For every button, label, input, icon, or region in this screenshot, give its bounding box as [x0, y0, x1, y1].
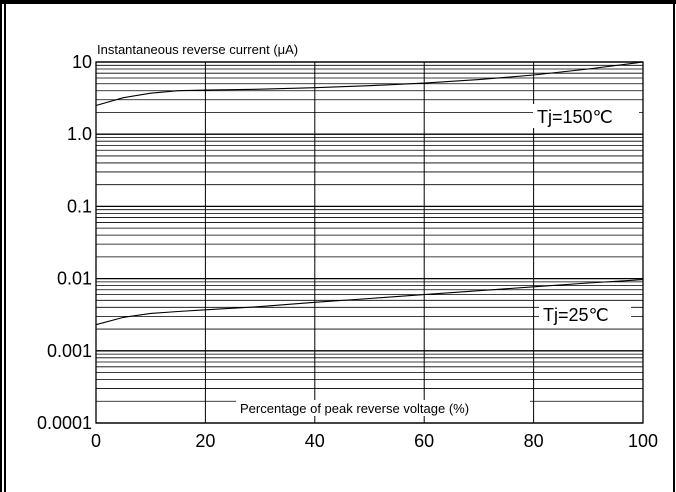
series-line-0	[95, 61, 644, 107]
y-tick-label: 10	[72, 52, 92, 72]
series-label-25-backdrop	[539, 302, 631, 326]
y-tick-label: 0.001	[47, 341, 92, 361]
series-line-1	[95, 279, 644, 326]
x-axis-label-backdrop	[236, 400, 530, 416]
frame-top-border	[0, 0, 676, 4]
frame-left-border-outer	[0, 0, 2, 492]
x-tick-label: 60	[414, 431, 434, 451]
y-tick-label: 0.0001	[37, 413, 92, 433]
series-label-150-backdrop	[533, 104, 639, 128]
x-tick-label: 40	[305, 431, 325, 451]
frame-right-border	[673, 0, 675, 492]
x-tick-label: 80	[524, 431, 544, 451]
x-tick-label: 0	[91, 431, 101, 451]
x-tick-label: 100	[628, 431, 658, 451]
series-label-25: Tj=25℃	[543, 305, 609, 325]
y-axis-label-backdrop	[95, 42, 353, 57]
x-axis-label: Percentage of peak reverse voltage (%)	[240, 401, 469, 416]
grid-layer	[95, 61, 644, 424]
label-layer: Instantaneous reverse current (μA) Perce…	[95, 42, 639, 416]
plot-area-border	[95, 61, 644, 424]
y-tick-label: 1.0	[67, 124, 92, 144]
frame-left-border-inner	[4, 0, 6, 492]
y-tick-label: 0.1	[67, 196, 92, 216]
series-layer	[95, 61, 644, 326]
tick-layer: 0 20 40 60 80 100 0.0001 0.001 0.01 0.1 1.0 10	[37, 52, 658, 451]
y-tick-label: 0.01	[57, 269, 92, 289]
series-label-150: Tj=150℃	[537, 107, 613, 127]
y-axis-label: Instantaneous reverse current (μA)	[97, 42, 298, 57]
x-tick-label: 20	[195, 431, 215, 451]
